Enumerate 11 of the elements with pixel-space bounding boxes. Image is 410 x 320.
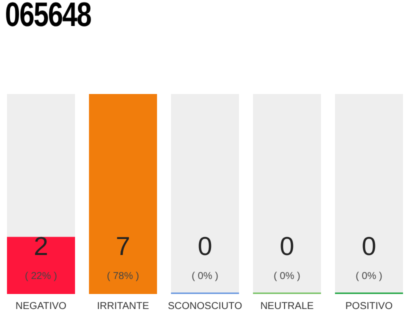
x-tick-label: NEUTRALE xyxy=(260,300,314,312)
x-tick-label: POSITIVO xyxy=(345,300,393,312)
x-tick-label: SCONOSCIUTO xyxy=(168,300,242,312)
chart-title: 065648 xyxy=(5,0,91,35)
data-label: 0 ( 0% ) xyxy=(192,231,218,282)
x-tick-label: IRRITANTE xyxy=(96,300,150,312)
data-label: 7 ( 78% ) xyxy=(106,231,140,282)
data-label: 0 ( 0% ) xyxy=(274,231,300,282)
data-label: 0 ( 0% ) xyxy=(356,231,382,282)
data-label: 2 ( 22% ) xyxy=(24,231,58,282)
x-tick-label: NEGATIVO xyxy=(16,300,67,312)
